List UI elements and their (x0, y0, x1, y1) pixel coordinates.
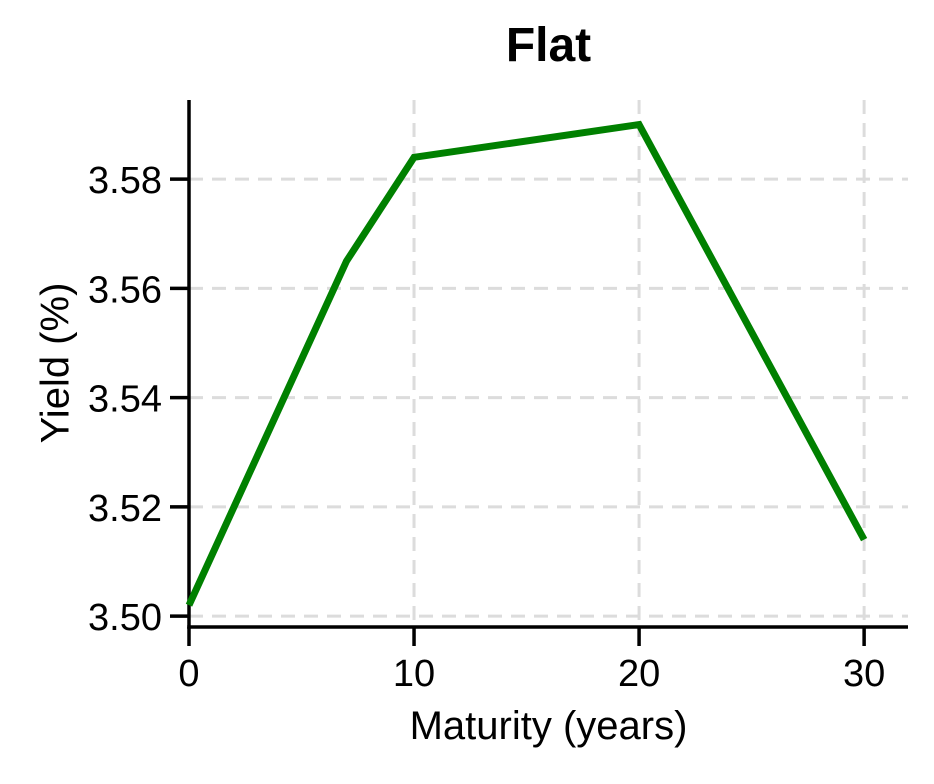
x-tick-label: 20 (618, 653, 660, 695)
chart-title: Flat (505, 19, 592, 72)
y-tick-label: 3.58 (88, 160, 162, 202)
x-axis-label: Maturity (years) (409, 704, 688, 748)
x-tick-label: 10 (393, 653, 435, 695)
y-tick-label: 3.52 (88, 488, 162, 530)
x-tick-label: 30 (843, 653, 885, 695)
yield-curve-line (185, 120, 868, 607)
y-tick-label: 3.56 (88, 269, 162, 311)
x-tick-label: 0 (178, 653, 199, 695)
y-tick-label: 3.50 (88, 597, 162, 639)
y-tick-label: 3.54 (88, 379, 162, 421)
